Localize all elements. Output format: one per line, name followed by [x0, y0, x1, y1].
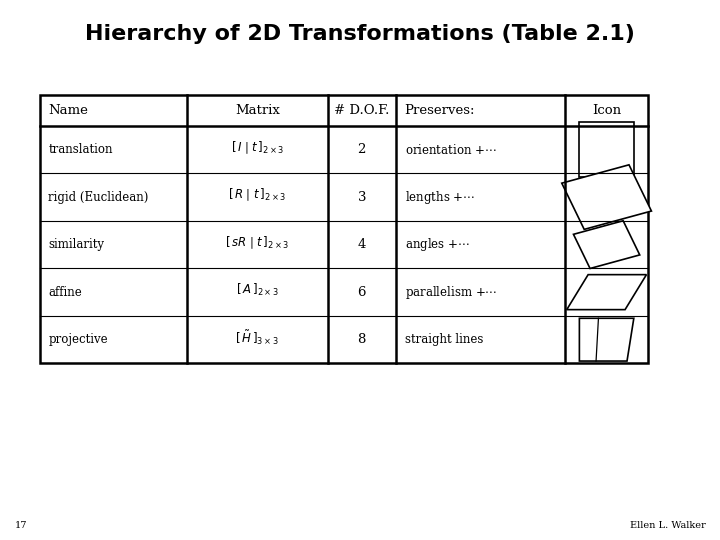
Text: orientation $+\cdots$: orientation $+\cdots$: [405, 143, 497, 157]
Text: 8: 8: [358, 333, 366, 346]
Polygon shape: [573, 221, 640, 268]
Text: 17: 17: [14, 521, 27, 530]
Text: Icon: Icon: [592, 104, 621, 117]
Text: Matrix: Matrix: [235, 104, 280, 117]
Text: # D.O.F.: # D.O.F.: [334, 104, 390, 117]
Text: $\left[\, I \mid t\, \right]_{2\times 3}$: $\left[\, I \mid t\, \right]_{2\times 3}…: [230, 139, 284, 156]
Text: $\left[\, \tilde{H} \, \right]_{3\times 3}$: $\left[\, \tilde{H} \, \right]_{3\times …: [235, 328, 279, 347]
Text: $\left[\, R \mid t\, \right]_{2\times 3}$: $\left[\, R \mid t\, \right]_{2\times 3}…: [228, 187, 287, 203]
Text: 2: 2: [358, 143, 366, 156]
Text: Hierarchy of 2D Transformations (Table 2.1): Hierarchy of 2D Transformations (Table 2…: [85, 24, 635, 44]
Bar: [40, 94, 648, 363]
Text: angles $+\cdots$: angles $+\cdots$: [405, 236, 469, 253]
Text: parallelism $+\cdots$: parallelism $+\cdots$: [405, 284, 497, 301]
Text: Name: Name: [48, 104, 88, 117]
Text: $\left[\, A \, \right]_{2\times 3}$: $\left[\, A \, \right]_{2\times 3}$: [236, 282, 279, 298]
Text: Preserves:: Preserves:: [405, 104, 475, 117]
Text: similarity: similarity: [48, 238, 104, 251]
Polygon shape: [567, 275, 647, 309]
Text: projective: projective: [48, 333, 108, 346]
Text: straight lines: straight lines: [405, 333, 483, 346]
Text: 6: 6: [358, 286, 366, 299]
Polygon shape: [580, 318, 634, 361]
Text: rigid (Euclidean): rigid (Euclidean): [48, 191, 148, 204]
Text: affine: affine: [48, 286, 82, 299]
Polygon shape: [562, 165, 652, 230]
Text: Ellen L. Walker: Ellen L. Walker: [630, 521, 706, 530]
Text: $\left[\, sR \mid t\, \right]_{2\times 3}$: $\left[\, sR \mid t\, \right]_{2\times 3…: [225, 234, 289, 251]
Text: translation: translation: [48, 143, 113, 156]
Text: lengths $+\cdots$: lengths $+\cdots$: [405, 188, 474, 206]
Bar: [580, 123, 634, 177]
Text: 3: 3: [358, 191, 366, 204]
Text: 4: 4: [358, 238, 366, 251]
